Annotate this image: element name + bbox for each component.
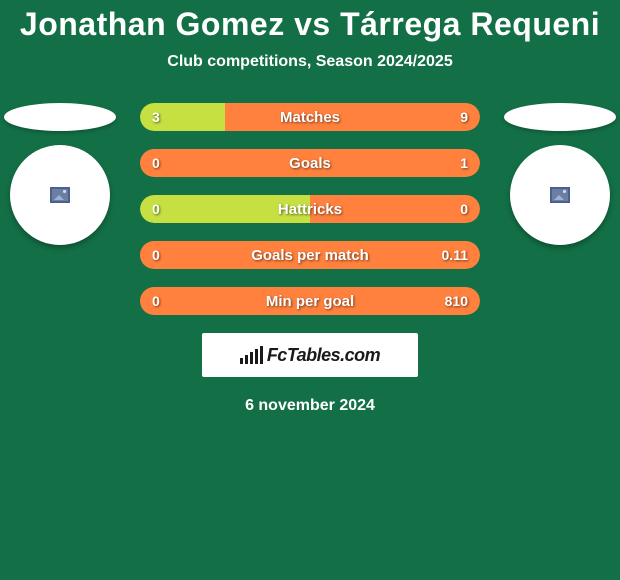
stat-right-value: 0 [460,201,468,217]
player-left-column [4,103,116,245]
infographic-root: Jonathan Gomez vs Tárrega Requeni Club c… [0,0,620,415]
stat-bar: 0 Goals per match 0.11 [140,241,480,269]
image-placeholder-icon [51,188,69,202]
content-row: 3 Matches 9 0 Goals 1 0 Hattricks 0 0 Goals per ma… [0,103,620,315]
flag-icon [4,103,116,131]
brand-bar-icon [240,358,243,364]
avatar-circle [510,145,610,245]
avatar-circle [10,145,110,245]
stat-right-value: 9 [460,109,468,125]
stat-label: Min per goal [266,293,354,310]
stat-bar: 0 Hattricks 0 [140,195,480,223]
brand-bar-icon [250,352,253,364]
brand-bar-icon [255,349,258,364]
stat-right-value: 1 [460,155,468,171]
comparison-title: Jonathan Gomez vs Tárrega Requeni [0,0,620,43]
stat-left-value: 3 [152,109,160,125]
brand-bar-icon [260,346,263,364]
stat-right-value: 810 [445,293,468,309]
stat-left-value: 0 [152,293,160,309]
brand-bars-icon [240,346,263,364]
date-line: 6 november 2024 [0,397,620,415]
stat-left-value: 0 [152,201,160,217]
stat-label: Goals [289,155,331,172]
stat-bar: 0 Goals 1 [140,149,480,177]
stat-right-fill [225,103,480,131]
stat-left-value: 0 [152,247,160,263]
stat-bar: 3 Matches 9 [140,103,480,131]
brand-text: FcTables.com [267,345,380,366]
stat-label: Matches [280,109,340,126]
image-placeholder-icon [551,188,569,202]
stat-left-value: 0 [152,155,160,171]
brand-bar-icon [245,355,248,364]
player-right-column [504,103,616,245]
flag-icon [504,103,616,131]
comparison-subtitle: Club competitions, Season 2024/2025 [0,53,620,71]
stats-column: 3 Matches 9 0 Goals 1 0 Hattricks 0 0 Goals per ma… [140,103,480,315]
stat-label: Goals per match [251,247,369,264]
stat-bar: 0 Min per goal 810 [140,287,480,315]
stat-label: Hattricks [278,201,342,218]
brand-box: FcTables.com [202,333,418,377]
stat-right-value: 0.11 [442,247,468,263]
